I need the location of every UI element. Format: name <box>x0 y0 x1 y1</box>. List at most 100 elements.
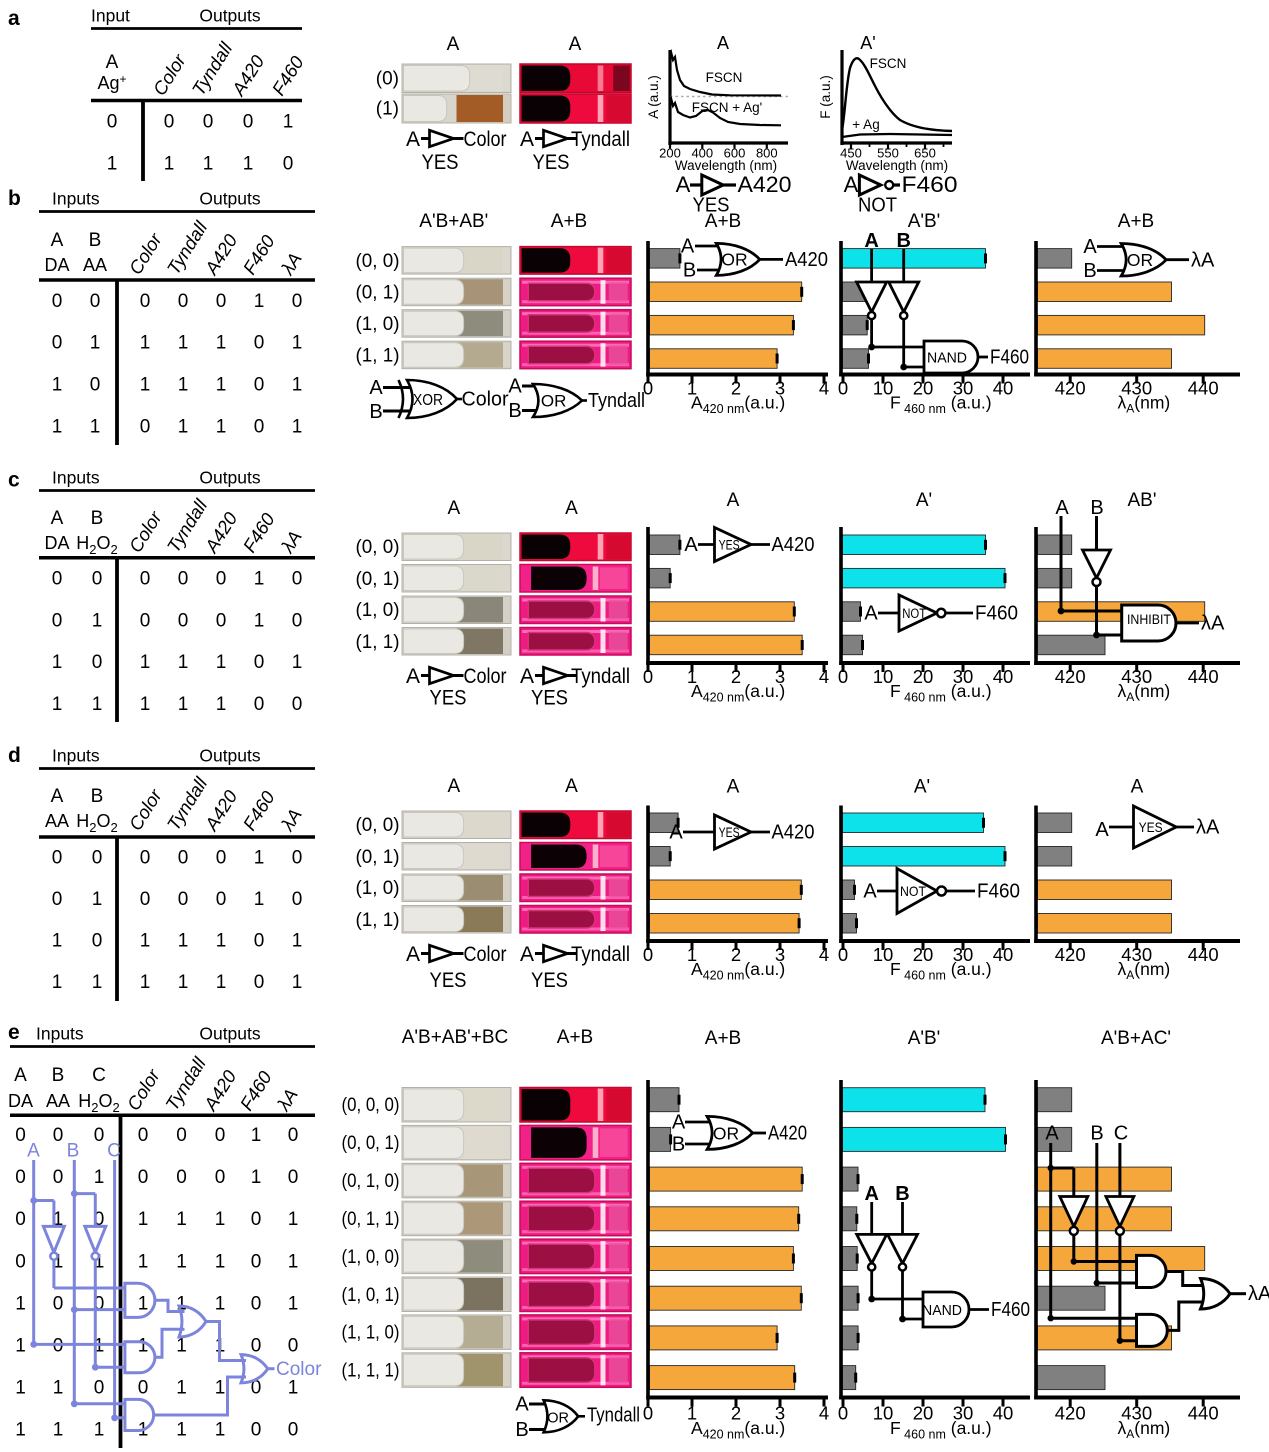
svg-text:0: 0 <box>94 1209 105 1230</box>
svg-text:1: 1 <box>288 1378 299 1399</box>
svg-text:A: A <box>565 498 578 519</box>
svg-text:1: 1 <box>15 1378 26 1399</box>
svg-text:1: 1 <box>176 1293 187 1314</box>
svg-text:NOT: NOT <box>902 606 926 621</box>
svg-text:A: A <box>447 34 460 55</box>
svg-text:1: 1 <box>140 652 151 673</box>
svg-text:420: 420 <box>1055 944 1086 965</box>
svg-text:1: 1 <box>254 569 265 590</box>
svg-text:A: A <box>1083 236 1097 258</box>
svg-text:A: A <box>51 786 64 807</box>
svg-text:0: 0 <box>90 375 101 396</box>
svg-text:0: 0 <box>53 1167 64 1188</box>
svg-text:A: A <box>520 128 534 151</box>
svg-text:2: 2 <box>731 1403 741 1424</box>
svg-text:A: A <box>447 498 460 519</box>
svg-text:0: 0 <box>52 291 63 312</box>
svg-text:A: A <box>51 230 64 251</box>
svg-text:1: 1 <box>94 1420 105 1441</box>
svg-text:0: 0 <box>138 1167 149 1188</box>
svg-text:B: B <box>1090 1123 1103 1145</box>
svg-text:0: 0 <box>15 1167 26 1188</box>
svg-text:1: 1 <box>292 333 303 354</box>
svg-text:2: 2 <box>731 944 741 965</box>
svg-text:YES: YES <box>1139 819 1163 835</box>
svg-text:B: B <box>508 400 521 422</box>
svg-text:Inputs: Inputs <box>52 189 100 209</box>
svg-text:1: 1 <box>92 972 103 993</box>
svg-text:1: 1 <box>140 931 151 952</box>
svg-text:1: 1 <box>216 375 227 396</box>
svg-text:1: 1 <box>176 1251 187 1272</box>
svg-text:B: B <box>67 1141 80 1162</box>
svg-text:0: 0 <box>178 611 189 632</box>
svg-text:1: 1 <box>203 154 214 175</box>
svg-text:1: 1 <box>216 694 227 715</box>
svg-text:A+B: A+B <box>551 211 587 232</box>
svg-text:30: 30 <box>953 1403 974 1424</box>
svg-text:A: A <box>864 230 878 252</box>
svg-text:0: 0 <box>251 1251 262 1272</box>
svg-text:1: 1 <box>178 333 189 354</box>
svg-text:A: A <box>864 603 878 625</box>
svg-text:Tyndall: Tyndall <box>571 665 630 688</box>
svg-text:0: 0 <box>178 291 189 312</box>
svg-text:FSCN: FSCN <box>870 56 907 71</box>
svg-text:A: A <box>1095 819 1109 841</box>
svg-text:A'B+AC': A'B+AC' <box>1101 1028 1171 1049</box>
svg-text:YES: YES <box>693 194 730 217</box>
svg-text:YES: YES <box>531 687 568 710</box>
svg-text:e: e <box>8 1021 20 1044</box>
svg-text:1: 1 <box>94 1336 105 1357</box>
svg-text:1: 1 <box>52 652 63 673</box>
svg-text:1: 1 <box>140 972 151 993</box>
svg-text:0: 0 <box>254 375 265 396</box>
svg-text:A+B: A+B <box>557 1027 593 1048</box>
svg-text:λA(nm): λA(nm) <box>1118 681 1171 704</box>
svg-text:400: 400 <box>691 146 713 161</box>
svg-text:30: 30 <box>953 944 974 965</box>
svg-text:0: 0 <box>251 1378 262 1399</box>
svg-text:B: B <box>515 1419 528 1441</box>
svg-text:b: b <box>8 187 21 210</box>
svg-text:A420: A420 <box>785 249 828 271</box>
svg-text:10: 10 <box>873 666 894 687</box>
svg-text:0: 0 <box>254 652 265 673</box>
svg-text:1: 1 <box>52 417 63 438</box>
svg-text:0: 0 <box>216 889 227 910</box>
svg-text:NOT: NOT <box>900 883 926 899</box>
svg-text:0: 0 <box>215 1125 226 1146</box>
svg-text:0: 0 <box>140 291 151 312</box>
svg-text:0: 0 <box>94 1378 105 1399</box>
svg-text:A: A <box>14 1065 27 1086</box>
svg-text:(0, 1): (0, 1) <box>356 569 400 590</box>
svg-text:λA: λA <box>1201 613 1225 635</box>
svg-text:A: A <box>520 665 534 688</box>
svg-text:550: 550 <box>877 146 899 161</box>
svg-text:0: 0 <box>52 848 63 869</box>
svg-text:3: 3 <box>775 944 785 965</box>
svg-text:YES: YES <box>430 687 467 710</box>
svg-text:1: 1 <box>94 1167 105 1188</box>
svg-text:(0, 0): (0, 0) <box>356 251 400 272</box>
svg-text:440: 440 <box>1188 944 1219 965</box>
svg-text:Outputs: Outputs <box>199 746 261 766</box>
svg-text:A: A <box>406 665 420 688</box>
svg-text:A: A <box>406 943 420 966</box>
svg-text:A: A <box>447 776 460 797</box>
svg-text:Inputs: Inputs <box>52 468 100 488</box>
svg-text:(0, 0, 0): (0, 0, 0) <box>342 1095 400 1116</box>
svg-text:Tyndall: Tyndall <box>571 943 630 966</box>
svg-text:B: B <box>369 401 382 423</box>
svg-text:A: A <box>565 776 578 797</box>
svg-text:(1, 0, 0): (1, 0, 0) <box>342 1247 400 1268</box>
svg-text:(1, 0): (1, 0) <box>356 878 400 899</box>
svg-text:Tyndall: Tyndall <box>588 390 645 412</box>
svg-text:F460: F460 <box>991 1299 1030 1321</box>
svg-text:λA(nm): λA(nm) <box>1118 959 1171 982</box>
svg-text:1: 1 <box>254 291 265 312</box>
svg-text:2: 2 <box>731 666 741 687</box>
svg-text:430: 430 <box>1121 1403 1152 1424</box>
svg-text:1: 1 <box>138 1209 149 1230</box>
svg-text:OR: OR <box>1127 250 1153 270</box>
